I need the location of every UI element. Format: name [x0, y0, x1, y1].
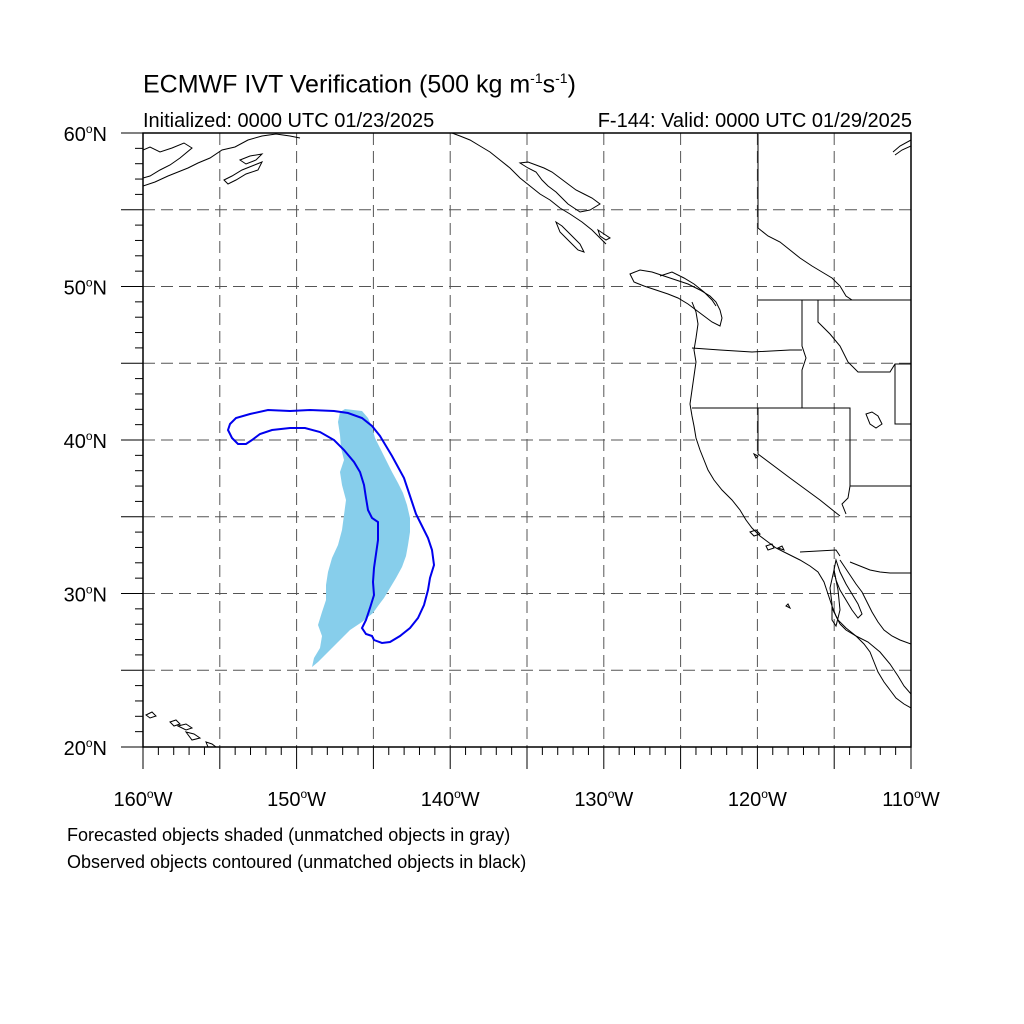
latitude-label: 40oN [64, 429, 107, 453]
latitude-label: 50oN [64, 276, 107, 300]
caption-observed: Observed objects contoured (unmatched ob… [67, 852, 527, 872]
caption-forecast: Forecasted objects shaded (unmatched obj… [67, 825, 511, 845]
latitude-label: 60oN [64, 122, 107, 146]
forecast-ivt-object [312, 409, 410, 667]
latitude-labels: 60oN 50oN 40oN 30oN 20oN [64, 122, 107, 760]
map-title: ECMWF IVT Verification (500 kg m-1s-1) [143, 70, 576, 99]
longitude-label: 110oW [882, 787, 940, 811]
longitude-label: 130oW [574, 787, 633, 811]
longitude-label: 150oW [267, 787, 326, 811]
valid-time-label: F-144: Valid: 0000 UTC 01/29/2025 [597, 110, 912, 132]
latitude-label: 20oN [64, 736, 107, 760]
longitude-label: 140oW [421, 787, 480, 811]
longitude-label: 160oW [114, 787, 173, 811]
graticule [143, 133, 911, 747]
longitude-label: 120oW [728, 787, 787, 811]
coastlines [143, 133, 911, 747]
axis-ticks [121, 132, 912, 769]
longitude-labels: 160oW 150oW 140oW 130oW 120oW 110oW [114, 787, 940, 811]
latitude-label: 30oN [64, 583, 107, 607]
observed-ivt-contour [226, 408, 436, 645]
initialized-label: Initialized: 0000 UTC 01/23/2025 [143, 110, 435, 132]
